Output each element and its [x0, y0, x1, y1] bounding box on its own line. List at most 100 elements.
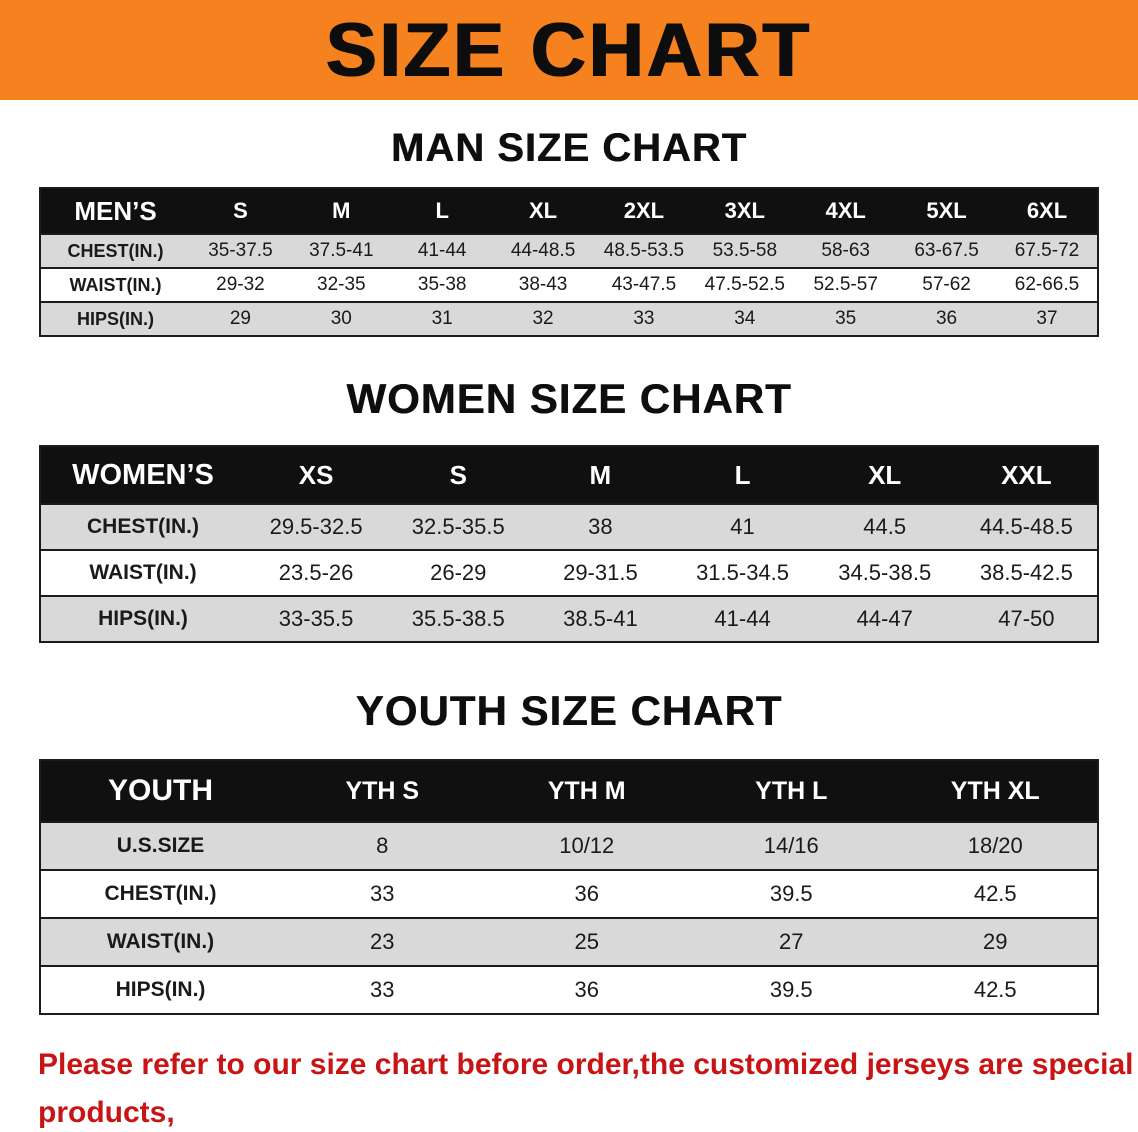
size-value-cell: 47.5-52.5	[704, 274, 785, 295]
youth-ussize-row: U.S.SIZE 8 10/12 14/16 18/20	[40, 822, 1098, 870]
youth-heading: YOUTH SIZE CHART	[355, 687, 783, 734]
size-value-cell: 35-38	[417, 274, 467, 295]
row-label: U.S.SIZE	[116, 834, 205, 857]
size-value-cell: 41-44	[417, 240, 467, 261]
men-section: MAN SIZE CHART MEN’S S M L XL 2XL 3XL 4X…	[0, 126, 1138, 337]
size-value-cell: 33	[370, 977, 395, 1002]
size-value-cell: 53.5-58	[712, 240, 778, 261]
size-value-cell: 33-35.5	[278, 606, 354, 631]
row-label: CHEST(IN.)	[67, 240, 164, 261]
size-value-cell: 29.5-32.5	[269, 514, 363, 539]
women-table-header-row: WOMEN’S XS S M L XL XXL	[40, 446, 1098, 504]
youth-waist-row: WAIST(IN.) 23 25 27 29	[40, 918, 1098, 966]
size-value-cell: 32-35	[317, 274, 366, 295]
size-value-cell: 41	[730, 514, 755, 539]
women-size-table: WOMEN’S XS S M L XL XXL CHEST(IN.) 29.5-…	[39, 445, 1099, 643]
size-value-cell: 29	[983, 929, 1008, 954]
size-value-cell: 38.5-41	[563, 606, 638, 631]
size-value-cell: 35.5-38.5	[411, 606, 505, 631]
size-header-cell: M	[332, 198, 351, 223]
women-table-title: WOMEN’S	[72, 458, 214, 491]
size-header-cell: 4XL	[825, 198, 866, 223]
men-heading: MAN SIZE CHART	[390, 126, 748, 170]
size-value-cell: 35	[835, 308, 857, 329]
size-value-cell: 27	[779, 929, 804, 954]
size-value-cell: 41-44	[714, 606, 771, 631]
size-header-cell: XL	[529, 198, 558, 223]
size-value-cell: 29	[229, 308, 251, 329]
size-header-cell: XXL	[1001, 459, 1052, 490]
size-header-cell: 2XL	[623, 198, 665, 223]
size-header-cell: YTH L	[755, 776, 828, 805]
size-value-cell: 37.5-41	[309, 240, 374, 261]
size-header-cell: 3XL	[724, 198, 765, 223]
men-table-header-row: MEN’S S M L XL 2XL 3XL 4XL 5XL 6XL	[40, 188, 1098, 234]
size-value-cell: 32.5-35.5	[411, 514, 505, 539]
women-waist-row: WAIST(IN.) 23.5-26 26-29 29-31.5 31.5-34…	[40, 550, 1098, 596]
row-label: HIPS(IN.)	[76, 308, 154, 329]
size-value-cell: 48.5-53.5	[603, 240, 685, 261]
size-value-cell: 33	[370, 881, 395, 906]
size-value-cell: 33	[633, 308, 655, 329]
women-section: WOMEN SIZE CHART WOMEN’S XS S M L XL XXL…	[0, 375, 1138, 643]
size-value-cell: 31.5-34.5	[696, 560, 790, 585]
footer-notice: Please refer to our size chart before or…	[38, 1041, 1138, 1132]
size-header-cell: YTH XL	[950, 776, 1040, 805]
banner: SIZE CHART	[0, 0, 1138, 100]
row-label: CHEST(IN.)	[87, 515, 199, 538]
row-label: WAIST(IN.)	[69, 274, 162, 295]
size-header-cell: 6XL	[1026, 198, 1068, 223]
size-header-cell: L	[734, 459, 751, 490]
youth-section: YOUTH SIZE CHART YOUTH YTH S YTH M YTH L…	[0, 687, 1138, 1015]
size-value-cell: 34.5-38.5	[838, 560, 932, 585]
size-value-cell: 8	[376, 833, 389, 858]
size-value-cell: 34	[734, 308, 756, 329]
row-label: WAIST(IN.)	[106, 930, 215, 953]
size-value-cell: 47-50	[998, 606, 1055, 631]
notice-line-1: Please refer to our size chart before or…	[38, 1048, 1134, 1129]
size-value-cell: 25	[574, 929, 599, 954]
youth-table-title: YOUTH	[108, 774, 213, 807]
size-value-cell: 62-66.5	[1014, 274, 1080, 295]
size-value-cell: 38-43	[518, 274, 568, 295]
size-value-cell: 44.5	[863, 514, 907, 539]
youth-hips-row: HIPS(IN.) 33 36 39.5 42.5	[40, 966, 1098, 1014]
size-header-cell: YTH S	[345, 776, 420, 805]
size-header-cell: L	[435, 198, 449, 223]
row-label: HIPS(IN.)	[115, 978, 206, 1001]
size-value-cell: 35-37.5	[208, 240, 273, 261]
men-table-title: MEN’S	[74, 195, 157, 226]
size-value-cell: 63-67.5	[914, 240, 979, 261]
size-value-cell: 23.5-26	[278, 560, 354, 585]
men-size-table: MEN’S S M L XL 2XL 3XL 4XL 5XL 6XL CHEST…	[39, 187, 1099, 337]
men-waist-row: WAIST(IN.) 29-32 32-35 35-38 38-43 43-47…	[40, 268, 1098, 302]
size-value-cell: 39.5	[769, 881, 813, 906]
size-header-cell: M	[589, 459, 612, 490]
size-value-cell: 42.5	[973, 881, 1017, 906]
size-header-cell: YTH M	[547, 776, 626, 805]
size-value-cell: 42.5	[973, 977, 1017, 1002]
youth-chest-row: CHEST(IN.) 33 36 39.5 42.5	[40, 870, 1098, 918]
size-header-cell: XS	[298, 459, 334, 490]
size-value-cell: 36	[574, 977, 599, 1002]
size-value-cell: 44-47	[856, 606, 913, 631]
size-header-cell: S	[233, 198, 248, 223]
size-value-cell: 29-32	[216, 274, 265, 295]
size-value-cell: 52.5-57	[813, 274, 878, 295]
size-header-cell: 5XL	[926, 198, 967, 223]
size-value-cell: 36	[574, 881, 599, 906]
size-value-cell: 67.5-72	[1014, 240, 1080, 261]
size-value-cell: 37	[1036, 308, 1058, 329]
size-value-cell: 36	[935, 308, 958, 329]
women-hips-row: HIPS(IN.) 33-35.5 35.5-38.5 38.5-41 41-4…	[40, 596, 1098, 642]
size-header-cell: XL	[868, 459, 902, 490]
size-value-cell: 39.5	[769, 977, 813, 1002]
size-value-cell: 14/16	[763, 833, 819, 858]
size-value-cell: 26-29	[430, 560, 487, 585]
size-value-cell: 10/12	[559, 833, 615, 858]
size-value-cell: 43-47.5	[611, 274, 677, 295]
size-value-cell: 38.5-42.5	[979, 560, 1073, 585]
men-hips-row: HIPS(IN.) 29 30 31 32 33 34 35 36 37	[40, 302, 1098, 336]
size-value-cell: 58-63	[821, 240, 870, 261]
